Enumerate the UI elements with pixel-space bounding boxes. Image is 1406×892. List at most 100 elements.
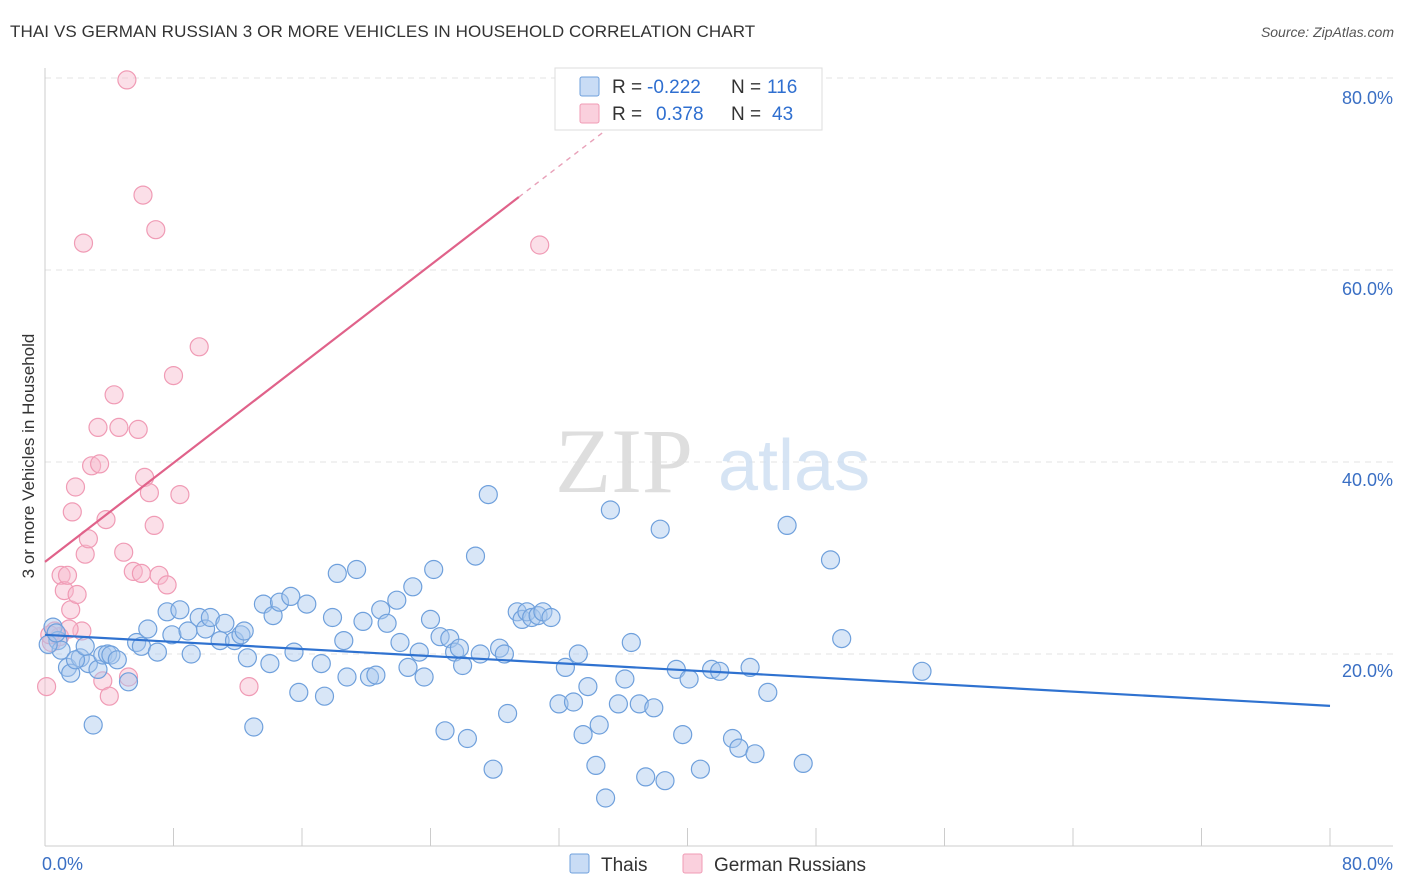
- thais-point: [589, 715, 609, 735]
- y-tick-20: 20.0%: [1342, 661, 1393, 681]
- thais-point: [107, 650, 127, 670]
- thais-point: [608, 694, 629, 714]
- german-russians-point: [114, 542, 134, 562]
- legend-n-value-0: 116: [767, 77, 797, 98]
- german-russians-point: [131, 563, 151, 584]
- thais-point: [430, 627, 450, 647]
- thais-point: [200, 607, 220, 628]
- thais-point: [347, 559, 367, 580]
- thais-point: [745, 744, 765, 764]
- thais-point: [644, 698, 664, 718]
- thais-point: [673, 724, 693, 745]
- german-russians-trend-line: [44, 196, 520, 563]
- thais-point: [138, 619, 158, 639]
- thais-point: [353, 611, 373, 632]
- thais-point: [629, 694, 649, 714]
- thais-point: [181, 644, 201, 664]
- thais-point: [549, 694, 569, 714]
- german-russians-point: [117, 70, 137, 90]
- german-russians-point: [54, 580, 74, 601]
- german-russians-point: [163, 366, 184, 386]
- thais-point: [793, 753, 813, 774]
- thais-point: [568, 644, 588, 664]
- german-russians-point: [75, 544, 95, 564]
- thais-point: [420, 609, 441, 630]
- y-tick-40: 40.0%: [1342, 470, 1393, 490]
- german-russians-point: [109, 417, 129, 437]
- thais-point: [453, 655, 473, 676]
- thais-point: [170, 600, 190, 620]
- german-russians-point: [133, 185, 153, 205]
- german-russians-point: [99, 686, 119, 706]
- german-russians-point: [104, 385, 124, 405]
- thais-point: [621, 632, 641, 653]
- thais-point: [162, 625, 182, 645]
- legend-r-value-0: -0.222: [647, 77, 701, 98]
- y-axis-label: 3 or more Vehicles in Household: [19, 334, 38, 579]
- thais-point: [600, 500, 621, 520]
- thais-trend-line: [44, 633, 1331, 707]
- thais-point: [215, 613, 235, 633]
- legend-swatch-thais: [579, 76, 600, 97]
- thais-point: [729, 738, 749, 758]
- legend-swatch-german-russians: [579, 103, 600, 124]
- german-russians-point: [67, 584, 87, 605]
- y-tick-60: 60.0%: [1342, 279, 1393, 299]
- series-legend: Thais German Russians: [569, 853, 866, 876]
- thais-point: [820, 550, 841, 570]
- thais-point: [498, 703, 518, 724]
- thais-point: [260, 653, 280, 674]
- legend-r-label-0: R =: [612, 77, 642, 98]
- thais-point: [284, 642, 304, 662]
- thais-point: [403, 577, 423, 597]
- thais-point: [269, 592, 290, 612]
- watermark: ZIP atlas: [555, 410, 870, 512]
- german-russians-point: [157, 575, 177, 595]
- german-russians-point: [65, 477, 86, 497]
- thais-point: [327, 563, 347, 584]
- thais-point: [322, 607, 343, 628]
- thais-point: [196, 619, 216, 639]
- german-russians-point: [73, 233, 94, 253]
- thais-point: [832, 628, 852, 649]
- thais-point: [650, 519, 670, 539]
- thais-point: [297, 594, 317, 614]
- x-tick-80: 80.0%: [1342, 854, 1393, 874]
- thais-point: [281, 586, 301, 607]
- thais-point: [189, 607, 209, 628]
- thais-point: [57, 657, 78, 678]
- bottom-swatch-german-russians: [682, 853, 703, 874]
- thais-point: [88, 659, 108, 680]
- gridlines: [45, 77, 1393, 655]
- thais-point: [449, 638, 469, 658]
- thais-point: [75, 636, 95, 656]
- thais-point: [147, 642, 167, 662]
- source-label: Source: ZipAtlas.com: [1260, 24, 1394, 40]
- thais-point: [231, 625, 251, 645]
- thais-point: [65, 650, 86, 670]
- thais-point: [366, 665, 386, 685]
- german-russians-point: [170, 485, 190, 505]
- thais-point: [46, 623, 66, 643]
- thais-point: [573, 724, 593, 745]
- german-russians-point: [530, 235, 550, 255]
- german-russians-trend-extension: [518, 110, 632, 198]
- thais-point: [289, 682, 309, 703]
- legend-r-value-1: 0.378: [656, 104, 704, 125]
- chart-title: THAI VS GERMAN RUSSIAN 3 OR MORE VEHICLE…: [10, 22, 756, 41]
- bottom-legend-german-russians: German Russians: [714, 855, 866, 876]
- german-russians-point: [62, 502, 82, 522]
- thais-point: [465, 546, 486, 566]
- bottom-legend-thais: Thais: [601, 855, 647, 876]
- german-russians-point: [89, 454, 110, 474]
- thais-point: [314, 686, 335, 706]
- thais-point: [83, 715, 103, 735]
- german-russians-point: [146, 220, 166, 240]
- german-russians-point: [36, 676, 57, 697]
- thais-point: [679, 669, 699, 689]
- thais-point: [586, 755, 606, 776]
- thais-point: [478, 485, 498, 505]
- thais-point: [334, 630, 354, 651]
- legend-n-label-0: N =: [731, 77, 761, 98]
